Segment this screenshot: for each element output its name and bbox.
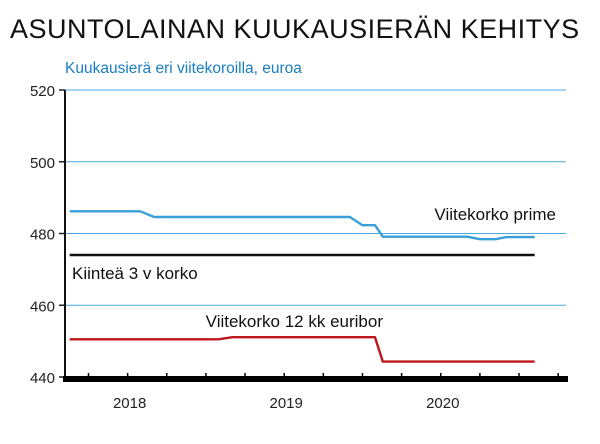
- y-tick-label: 520: [30, 83, 55, 100]
- y-tick-label: 440: [30, 370, 55, 387]
- series-label: Viitekorko prime: [434, 205, 556, 224]
- series-label: Viitekorko 12 kk euribor: [206, 312, 384, 331]
- y-tick-label: 480: [30, 227, 55, 244]
- gridlines: [65, 89, 566, 306]
- x-axis-bar: [63, 376, 568, 382]
- y-tick-label: 460: [30, 298, 55, 315]
- x-tick-label: 2018: [113, 395, 146, 412]
- series-line: [69, 210, 535, 241]
- series-line: [69, 336, 535, 363]
- series-labels: Viitekorko prime Kiinteä 3 v korko Viiteko…: [72, 205, 556, 331]
- x-tick-label: 2020: [426, 395, 459, 412]
- series-lines: [69, 210, 535, 363]
- chart-title: ASUNTOLAINAN KUUKAUSIERÄN KEHITYS: [10, 14, 580, 44]
- x-axis: [63, 373, 568, 382]
- y-tick-label: 500: [30, 155, 55, 172]
- y-axis-ticks: 440 460 480 500 520: [30, 83, 65, 387]
- x-tick-label: 2019: [270, 395, 303, 412]
- x-axis-ticks: 2018 2019 2020: [113, 395, 460, 412]
- chart-subtitle: Kuukausierä eri viitekoroilla, euroa: [65, 60, 302, 77]
- series-label: Kiinteä 3 v korko: [72, 264, 198, 283]
